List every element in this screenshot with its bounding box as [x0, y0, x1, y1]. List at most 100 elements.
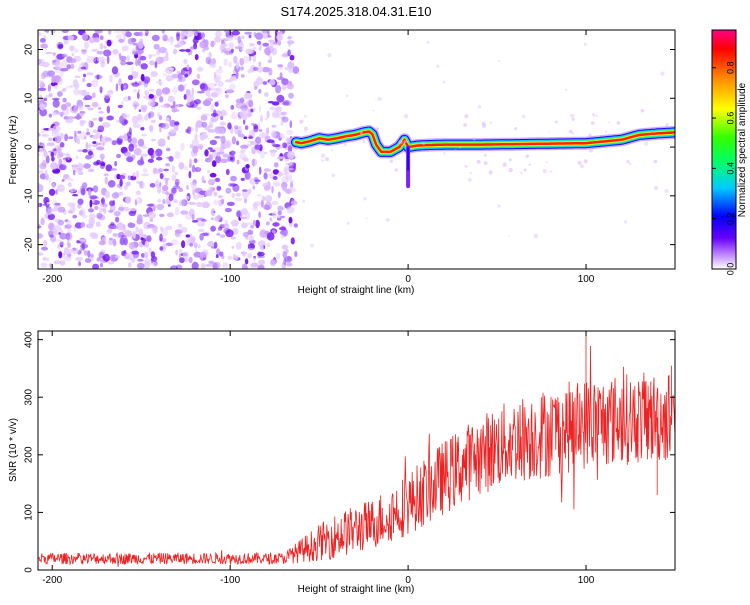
- noise-blob: [111, 192, 120, 199]
- ridge-red: [294, 130, 675, 154]
- noise-blob: [125, 61, 134, 65]
- noise-blob: [165, 67, 175, 71]
- noise-blob: [95, 142, 102, 146]
- noise-blob: [83, 136, 87, 140]
- noise-blob: [168, 156, 174, 162]
- noise-blob: [255, 32, 264, 40]
- noise-blob: [70, 106, 78, 114]
- noise-blob: [52, 125, 58, 134]
- noise-blob: [118, 78, 122, 86]
- noise-blob: [106, 115, 114, 121]
- noise-blob: [213, 191, 218, 197]
- noise-blob: [129, 208, 137, 212]
- noise-blob: [96, 56, 106, 63]
- noise-blob: [65, 219, 72, 228]
- y-tick-label: 10: [24, 92, 35, 104]
- noise-blob: [162, 198, 166, 205]
- noise-blob: [252, 158, 255, 167]
- noise-blob: [255, 219, 260, 229]
- ridge-speckle: [472, 137, 476, 141]
- noise-blob: [143, 258, 152, 263]
- noise-blob: [166, 37, 175, 43]
- noise-blob: [195, 125, 199, 133]
- noise-blob: [286, 129, 294, 136]
- noise-blob: [151, 105, 155, 110]
- noise-blob: [139, 38, 143, 44]
- noise-blob: [249, 177, 258, 185]
- noise-blob: [59, 164, 67, 171]
- noise-blob: [192, 145, 199, 154]
- noise-blob: [258, 259, 266, 266]
- noise-blob: [59, 151, 64, 158]
- noise-blob: [80, 188, 86, 196]
- noise-blob: [133, 148, 142, 156]
- noise-blob: [143, 83, 148, 88]
- noise-blob: [226, 201, 235, 206]
- noise-blob: [258, 46, 262, 51]
- noise-blob: [113, 210, 121, 217]
- noise-blob: [178, 248, 183, 254]
- noise-blob: [289, 120, 293, 129]
- noise-blob: [126, 114, 130, 118]
- noise-blob: [213, 199, 218, 206]
- noise-blob: [183, 94, 187, 100]
- noise-blob: [477, 105, 482, 109]
- noise-blob: [86, 72, 94, 76]
- noise-blob: [59, 69, 64, 78]
- noise-blob: [215, 155, 222, 164]
- noise-blob: [225, 94, 229, 99]
- noise-blob: [282, 250, 288, 259]
- noise-blob: [239, 215, 243, 219]
- noise-blob: [281, 261, 287, 269]
- noise-blob: [177, 79, 182, 83]
- noise-blob: [239, 110, 248, 119]
- noise-blob: [231, 30, 240, 36]
- noise-blob: [229, 83, 236, 90]
- ridge-speckle: [304, 126, 308, 131]
- ridge-speckle: [508, 158, 512, 162]
- noise-blob: [220, 135, 226, 144]
- noise-blob: [172, 48, 178, 55]
- noise-blob: [133, 31, 142, 37]
- noise-blob: [216, 99, 221, 103]
- noise-blob: [246, 113, 253, 117]
- noise-blob: [210, 217, 214, 221]
- noise-blob: [166, 212, 174, 218]
- noise-blob: [263, 172, 268, 180]
- noise-blob: [122, 82, 129, 90]
- noise-blob: [106, 105, 111, 114]
- noise-blob: [48, 222, 55, 231]
- noise-blob: [210, 208, 216, 217]
- noise-blob: [75, 256, 83, 262]
- x-tick-label: -100: [220, 575, 240, 586]
- noise-blob: [80, 222, 86, 228]
- ridge-speckle: [304, 129, 307, 132]
- noise-blob: [201, 219, 207, 222]
- noise-blob: [222, 153, 229, 158]
- noise-blob: [115, 83, 119, 92]
- noise-blob: [224, 207, 232, 213]
- noise-blob: [137, 89, 140, 93]
- noise-blob: [664, 188, 669, 193]
- noise-blob: [136, 116, 145, 123]
- noise-blob: [225, 89, 235, 94]
- colorbar-label: Normalized spectral amplitude: [737, 82, 748, 217]
- noise-blob: [215, 69, 224, 74]
- noise-blob: [158, 79, 162, 82]
- noise-blob: [50, 30, 56, 34]
- noise-blob: [262, 81, 268, 85]
- noise-blob: [170, 39, 174, 46]
- noise-blob: [120, 60, 127, 66]
- noise-blob: [73, 169, 76, 176]
- noise-blob: [365, 217, 368, 220]
- noise-blob: [186, 184, 189, 190]
- noise-blob: [151, 262, 158, 267]
- noise-blob: [228, 182, 237, 187]
- noise-blob: [59, 260, 66, 266]
- noise-blob: [57, 44, 64, 49]
- noise-blob: [118, 174, 126, 180]
- noise-blob: [52, 183, 55, 189]
- noise-blob: [247, 253, 252, 259]
- noise-blob: [250, 225, 255, 229]
- noise-blob: [77, 149, 83, 153]
